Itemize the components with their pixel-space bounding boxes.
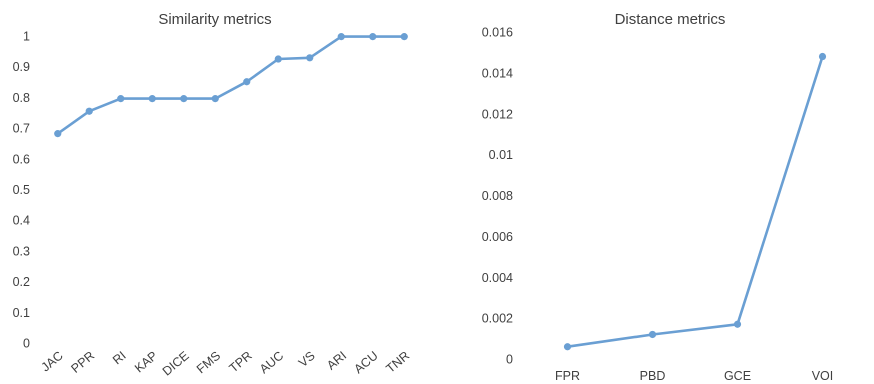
similarity-y-tick-label: 0.9: [13, 60, 30, 74]
similarity-y-tick-label: 0.4: [13, 214, 30, 228]
distance-y-tick-label: 0.008: [482, 189, 513, 203]
similarity-y-tick-label: 0.2: [13, 275, 30, 289]
similarity-y-tick-label: 0.7: [13, 122, 30, 136]
distance-y-axis: 0 0.002 0.004 0.006 0.008 0.01 0.012 0.014 0.016: [482, 26, 513, 367]
similarity-x-tick-label: TNR: [383, 349, 412, 376]
similarity-y-tick-label: 0.1: [13, 306, 30, 320]
similarity-data-point: [117, 95, 125, 103]
distance-x-tick-label: PBD: [640, 369, 666, 383]
similarity-x-tick-label: RI: [110, 349, 129, 368]
similarity-data-point: [54, 130, 62, 138]
similarity-y-tick-label: 1: [23, 30, 30, 44]
similarity-data-point: [306, 54, 314, 62]
similarity-data-point: [85, 107, 93, 115]
similarity-data-point: [369, 33, 377, 41]
similarity-data-point: [180, 95, 188, 103]
distance-x-axis: FPR PBD GCE VOI: [555, 369, 833, 383]
similarity-y-tick-label: 0.6: [13, 152, 30, 166]
distance-series-points: [563, 52, 827, 351]
distance-x-tick-label: GCE: [724, 369, 751, 383]
similarity-x-tick-label: JAC: [39, 349, 66, 375]
distance-data-point: [563, 343, 572, 351]
similarity-x-tick-label: FMS: [194, 349, 223, 377]
similarity-data-point: [274, 55, 282, 63]
similarity-x-axis: JAC PPR RI KAP DICE FMS TPR AUC VS ARI ACU TNR: [39, 349, 413, 379]
distance-y-tick-label: 0.002: [482, 312, 513, 326]
similarity-x-tick-label: ACU: [351, 349, 380, 377]
similarity-data-point: [211, 95, 219, 103]
distance-y-tick-label: 0.01: [489, 148, 513, 162]
similarity-series-points: [54, 33, 408, 138]
distance-y-tick-label: 0.016: [482, 26, 513, 40]
similarity-data-point: [337, 33, 345, 41]
similarity-y-tick-label: 0.3: [13, 244, 30, 258]
distance-y-tick-label: 0.012: [482, 107, 513, 121]
distance-data-point: [733, 320, 742, 328]
distance-y-tick-label: 0.014: [482, 66, 513, 80]
similarity-x-tick-label: KAP: [132, 349, 160, 376]
similarity-x-tick-label: AUC: [257, 349, 286, 377]
distance-y-tick-label: 0: [506, 353, 513, 367]
distance-data-point: [818, 52, 827, 61]
similarity-data-point: [148, 95, 156, 103]
distance-series-line: [567, 56, 824, 348]
similarity-series-line: [57, 35, 405, 135]
similarity-y-tick-label: 0.8: [13, 91, 30, 105]
similarity-chart-title: Similarity metrics: [158, 11, 271, 28]
distance-y-tick-label: 0.004: [482, 271, 513, 285]
distance-y-tick-label: 0.006: [482, 230, 513, 244]
similarity-y-tick-label: 0.5: [13, 183, 30, 197]
similarity-x-tick-label: DICE: [160, 349, 192, 379]
similarity-x-tick-label: TPR: [227, 349, 255, 376]
similarity-data-point: [243, 78, 251, 86]
similarity-x-tick-label: VS: [296, 349, 318, 370]
distance-x-tick-label: VOI: [812, 369, 834, 383]
similarity-data-point: [400, 33, 408, 41]
similarity-chart: Similarity metrics 0 0.1 0.2 0.3 0.4 0.5 0.6 0.…: [13, 11, 413, 379]
similarity-x-tick-label: PPR: [68, 349, 97, 376]
distance-data-point: [648, 330, 657, 339]
similarity-y-tick-label: 0: [23, 337, 30, 351]
similarity-x-tick-label: ARI: [324, 349, 349, 373]
distance-chart: Distance metrics 0 0.002 0.004 0.006 0.008 0.…: [482, 11, 834, 383]
distance-x-tick-label: FPR: [555, 369, 580, 383]
similarity-y-axis: 0 0.1 0.2 0.3 0.4 0.5 0.6 0.7 0.8 0.9 1: [13, 30, 30, 351]
distance-chart-title: Distance metrics: [615, 11, 726, 28]
